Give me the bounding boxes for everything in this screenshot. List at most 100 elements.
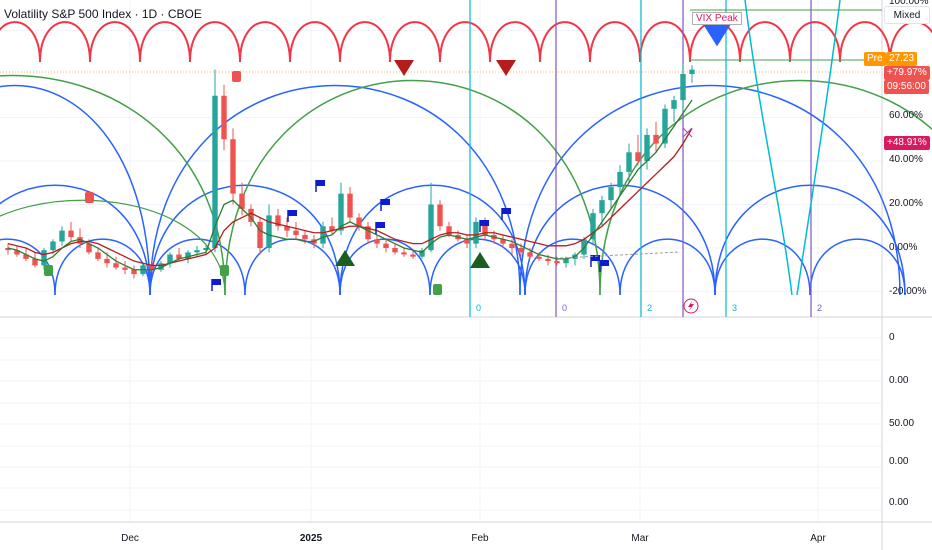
red-cycle-arc xyxy=(89,21,141,63)
indicator-axis-label: 50.00 xyxy=(889,418,915,429)
price-axis-label: 100.00% xyxy=(889,0,929,7)
candle-body xyxy=(500,239,506,244)
candle-body xyxy=(482,221,488,235)
blue-flag-marker xyxy=(381,199,390,205)
red-cycle-arc xyxy=(639,21,691,63)
cycle-number-label: 3 xyxy=(732,303,738,313)
candle-body xyxy=(563,258,569,264)
chart-title: Volatility S&P 500 Index · 1D · CBOE xyxy=(4,7,202,21)
red-cycle-arc xyxy=(839,21,891,63)
candle-body xyxy=(473,221,479,244)
candle-body xyxy=(320,226,326,244)
red-cycle-arc xyxy=(389,21,441,63)
time-axis-label: Feb xyxy=(471,533,489,544)
red-cycle-arc xyxy=(39,21,91,63)
price-axis-label: 20.00% xyxy=(889,198,923,209)
change-percent-label: +79.97% xyxy=(884,66,930,80)
red-cycle-arc xyxy=(139,21,191,63)
buy-signal-marker xyxy=(470,252,490,268)
red-cycle-arc xyxy=(239,21,291,63)
candle-body xyxy=(338,193,344,231)
candle-body xyxy=(347,193,353,218)
candle-body xyxy=(221,95,227,140)
blue-flag-marker xyxy=(480,220,489,226)
candle-body xyxy=(158,263,164,270)
blue-cycle-arc xyxy=(809,238,906,296)
time-axis-label: Dec xyxy=(121,533,139,544)
sell-signal-marker xyxy=(496,60,516,76)
red-cycle-arc xyxy=(189,21,241,63)
cycle-number-label: 2 xyxy=(817,303,823,313)
buy-signal-marker xyxy=(335,250,355,266)
candle-body xyxy=(653,134,659,144)
candle-body xyxy=(59,230,65,242)
candle-body xyxy=(302,234,308,240)
red-cycle-arc xyxy=(339,21,391,63)
change-percent-label-2: +48.91% xyxy=(884,136,930,150)
blue-flag-marker xyxy=(288,210,297,216)
indicator-axis-label: 0.00 xyxy=(889,375,909,386)
candle-body xyxy=(329,226,335,231)
candle-body xyxy=(284,226,290,231)
price-axis-label: 0.00% xyxy=(889,242,918,253)
candle-body xyxy=(464,239,470,244)
candle-body xyxy=(383,243,389,248)
scale-mode-button[interactable]: Mixed xyxy=(884,6,930,24)
red-cycle-arc xyxy=(289,21,341,63)
blue-flag-marker xyxy=(591,255,600,261)
bar-countdown: 09:56:00 xyxy=(884,80,929,94)
candle-body xyxy=(248,208,254,222)
candle-body xyxy=(545,258,551,262)
red-cycle-arc xyxy=(789,21,841,63)
candle-body xyxy=(50,241,56,251)
candle-body xyxy=(95,252,101,259)
candle-body xyxy=(671,100,677,109)
time-axis-label: Apr xyxy=(810,533,826,544)
cross-marker xyxy=(682,127,693,138)
blue-cycle-arc xyxy=(714,238,811,296)
candle-body xyxy=(77,237,83,244)
blue-cycle-arc xyxy=(149,238,246,296)
blue-flag-marker xyxy=(376,222,385,228)
candle-body xyxy=(644,134,650,161)
candle-body xyxy=(266,215,272,248)
candle-body xyxy=(608,187,614,201)
red-cycle-arc xyxy=(439,21,491,63)
candle-body xyxy=(518,248,524,253)
blue-cycle-arc xyxy=(54,238,151,296)
red-cycle-arc xyxy=(539,21,591,63)
indicator-axis-label: 0.00 xyxy=(889,497,909,508)
green-badge-marker xyxy=(44,265,53,276)
candle-body xyxy=(419,250,425,257)
blue-flag-marker xyxy=(212,279,221,285)
candle-body xyxy=(662,108,668,144)
candle-body xyxy=(554,261,560,264)
blue-cycle-arc xyxy=(519,84,901,296)
candle-body xyxy=(599,200,605,214)
pre-market-badge: Pre xyxy=(864,52,886,66)
candle-body xyxy=(680,74,686,101)
candle-body xyxy=(626,152,632,172)
candle-body xyxy=(437,204,443,227)
red-cycle-arc xyxy=(589,21,641,63)
candle-body xyxy=(122,267,128,270)
blue-flag-marker xyxy=(316,180,325,186)
peak-signal-marker xyxy=(703,24,731,47)
candle-body xyxy=(185,252,191,259)
green-cycle-arc xyxy=(0,199,226,296)
candle-body xyxy=(167,254,173,264)
dashed-line xyxy=(559,251,681,259)
lightning-icon-glyph xyxy=(688,301,694,311)
sell-signal-marker xyxy=(394,60,414,76)
candle-body xyxy=(194,250,200,253)
candle-body xyxy=(410,254,416,257)
blue-cycle-arc xyxy=(0,85,151,296)
price-axis-label: 40.00% xyxy=(889,154,923,165)
moving-average-green xyxy=(7,99,693,271)
candle-body xyxy=(689,69,695,74)
blue-flag-marker xyxy=(600,260,609,266)
green-cycle-arc xyxy=(599,79,932,296)
candle-body xyxy=(68,230,74,238)
